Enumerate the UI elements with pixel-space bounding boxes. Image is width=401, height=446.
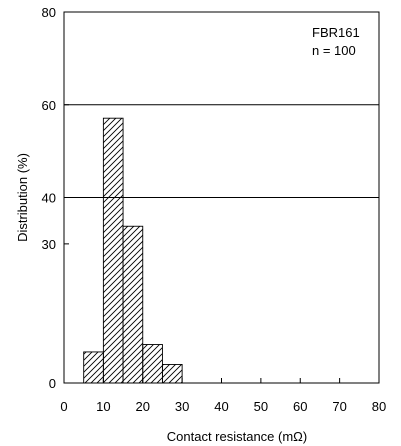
annotation-sample-size: n = 100 <box>312 43 356 58</box>
y-axis-ticks: 0 30 40 60 80 <box>42 5 69 391</box>
y-tick-label-4: 80 <box>42 5 56 20</box>
y-tick-label-2: 40 <box>42 191 56 206</box>
x-tick-label-1: 10 <box>96 399 110 414</box>
y-axis-label: Distribution (%) <box>15 153 30 242</box>
y-tick-label-1: 30 <box>42 237 56 252</box>
x-tick-label-8: 80 <box>372 399 386 414</box>
bar-0 <box>83 351 104 384</box>
y-tick-label-0: 0 <box>49 376 56 391</box>
x-tick-label-6: 60 <box>293 399 307 414</box>
bar-4 <box>161 364 183 384</box>
annotation-model: FBR161 <box>312 25 360 40</box>
x-axis-ticks: 0 10 20 30 40 50 60 70 80 <box>60 378 386 414</box>
bar-2 <box>122 225 144 384</box>
x-tick-label-2: 20 <box>136 399 150 414</box>
bar-1 <box>102 117 124 384</box>
y-tick-label-3: 60 <box>42 98 56 113</box>
x-axis-label: Contact resistance (mΩ) <box>167 429 307 444</box>
x-tick-label-4: 40 <box>214 399 228 414</box>
x-tick-label-7: 70 <box>332 399 346 414</box>
x-tick-label-5: 50 <box>254 399 268 414</box>
bars <box>83 117 183 384</box>
x-tick-label-3: 30 <box>175 399 189 414</box>
bar-3 <box>142 344 163 384</box>
x-tick-label-0: 0 <box>60 399 67 414</box>
